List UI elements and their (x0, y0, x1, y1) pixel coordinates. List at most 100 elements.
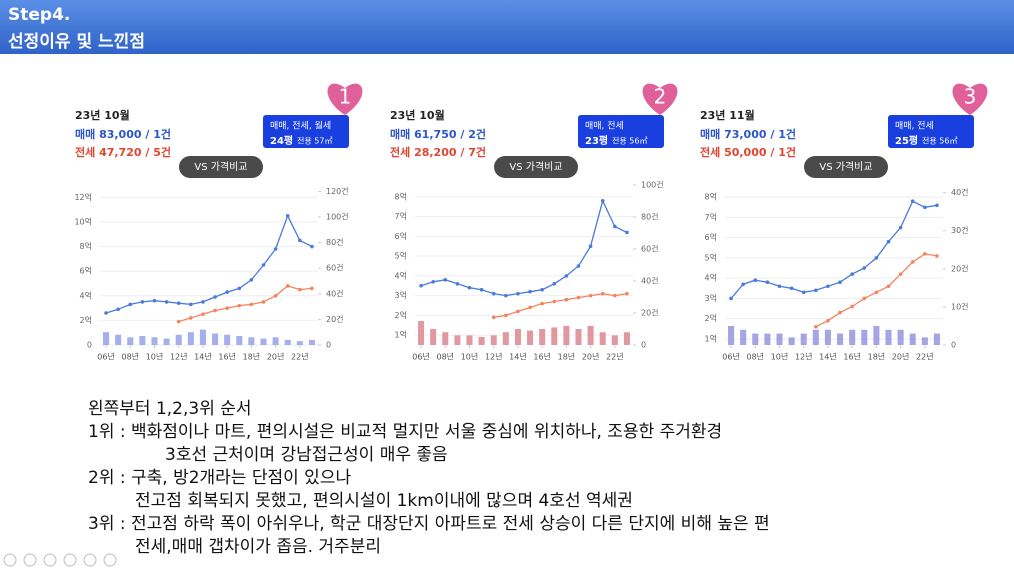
volume-bar (248, 337, 255, 345)
price-point (923, 205, 927, 210)
price-point (552, 299, 557, 304)
price-point (528, 305, 532, 310)
price-point (443, 278, 448, 282)
volume-bar (849, 329, 856, 345)
rank: 3 (964, 85, 977, 109)
y-tick-label: 10억 (74, 216, 92, 226)
price-point (273, 247, 278, 251)
price-point (814, 324, 818, 329)
price-point (600, 199, 605, 203)
price-point (189, 316, 193, 320)
price-point (625, 230, 629, 235)
price-point (910, 199, 915, 204)
volume-bar (728, 325, 735, 345)
y2-tick-label: 0 (641, 341, 646, 350)
price-point (826, 284, 830, 289)
price-point (765, 280, 770, 285)
note: 3위 : 전고점 하락 폭이 아쉬우나, 학군 대장단지 아파트로 전세 상승이… (88, 514, 770, 534)
date: 23년 10월 (390, 108, 445, 122)
y2-tick-label: 0 (326, 341, 331, 350)
y-tick-label: 2억 (705, 313, 717, 323)
y2-tick-label: 20건 (326, 314, 344, 324)
volume-bar (284, 339, 291, 345)
volume-bar (563, 325, 570, 345)
x-tick-label: 10년 (461, 352, 479, 362)
heart (952, 83, 988, 115)
volume-bar (478, 337, 485, 345)
date: 23년 10월 (75, 108, 130, 122)
x-tick-label: 14년 (819, 352, 837, 362)
price-point (298, 287, 302, 292)
y-tick-label: 5억 (395, 251, 407, 261)
price-point (116, 307, 120, 312)
volume-bar (163, 338, 170, 345)
volume-bar (490, 335, 497, 345)
volume-bar (127, 337, 134, 345)
price-point (838, 280, 842, 285)
price-point (201, 312, 205, 317)
volume-bar (236, 336, 243, 345)
x-tick-label: 14년 (509, 352, 527, 362)
y-tick-label: 2억 (395, 310, 407, 320)
price-point (850, 272, 854, 276)
x-tick-label: 08년 (437, 352, 455, 362)
price-point (431, 279, 435, 284)
y2-tick-label: 80건 (326, 237, 344, 247)
price-point (213, 308, 217, 313)
price-line (105, 214, 313, 314)
y-tick-label: 8억 (395, 191, 407, 201)
volume-bar (442, 332, 449, 345)
price-point (479, 287, 484, 292)
note: 3호선 근처이며 강남접근성이 매우 좋음 (165, 445, 448, 465)
price-point (898, 272, 903, 276)
compare-button (804, 156, 888, 178)
x-tick-label: 12년 (795, 352, 813, 362)
price-point (576, 264, 581, 268)
x-tick-label: 12년 (170, 352, 188, 362)
volume-bar (740, 329, 747, 345)
price-line (815, 253, 938, 328)
volume-bar (308, 339, 315, 345)
selector-box (888, 115, 974, 148)
price-line (493, 292, 628, 318)
price-point (814, 288, 818, 293)
y2-tick-label: 80건 (641, 212, 659, 222)
price-point (310, 286, 314, 291)
volume-bar (764, 333, 771, 345)
slide-title: 선정이유 및 느낀점 (8, 32, 145, 52)
jeonse-price: 전세 47,720 / 5건 (75, 145, 171, 159)
volume-bar (752, 333, 759, 345)
selector-box (263, 115, 349, 148)
volume-bar (776, 333, 783, 345)
jeonse-price: 전세 28,200 / 7건 (390, 145, 486, 159)
price-point (777, 284, 782, 289)
price-point (201, 300, 205, 304)
volume-bar (454, 335, 461, 345)
x-tick-label: 12년 (485, 352, 503, 362)
compare: VS 가격비교 (819, 160, 872, 173)
x-tick-label: 16년 (218, 352, 236, 362)
price-point (213, 295, 217, 299)
price-point (862, 266, 867, 270)
price-point (552, 281, 557, 286)
volume-bar (199, 329, 206, 345)
price-point (249, 302, 254, 307)
x-tick-label: 10년 (771, 352, 789, 362)
y2-tick-label: 120건 (326, 186, 349, 196)
volume-bar (430, 329, 437, 345)
price-point (923, 252, 927, 256)
note: 전세,매매 갭차이가 좁음. 거주분리 (135, 537, 381, 557)
x-tick-label: 20년 (582, 352, 600, 362)
price-point (600, 291, 605, 296)
volume-bar (224, 334, 231, 345)
price-point (261, 300, 266, 304)
price-point (540, 301, 544, 306)
x-tick-label: 16년 (843, 352, 861, 362)
x-tick-label: 18년 (243, 352, 261, 362)
price-point (564, 297, 569, 302)
price-point (467, 285, 472, 290)
header-bar: Step4. 선정이유 및 느낀점 (0, 0, 1014, 54)
price-line (178, 285, 312, 323)
volume-bar (466, 335, 473, 345)
volume-bar (527, 330, 534, 345)
